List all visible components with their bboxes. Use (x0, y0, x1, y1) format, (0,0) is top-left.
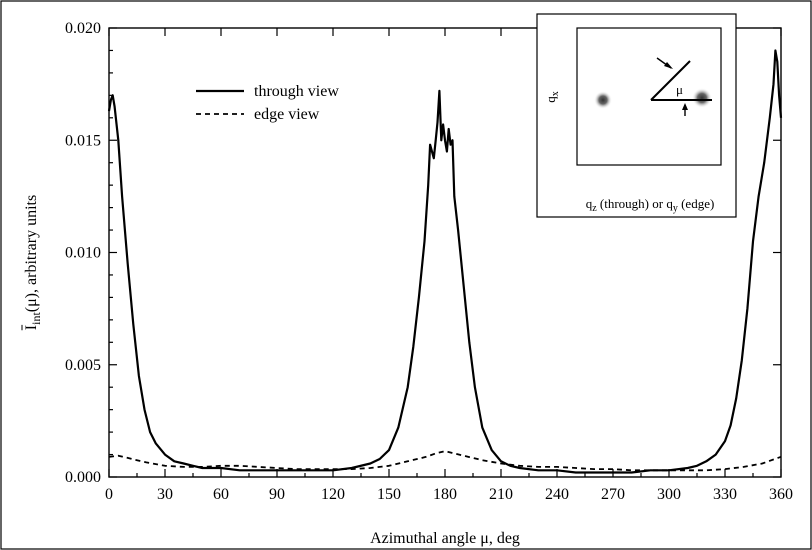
y-tick-label: 0.005 (65, 357, 101, 374)
x-tick-label: 180 (433, 486, 457, 503)
angle-arrow-head-2 (682, 103, 688, 110)
legend: through view edge view (196, 83, 339, 123)
y-tick-label: 0.015 (65, 132, 101, 149)
angle-ray (650, 60, 691, 101)
x-tick-label: 120 (321, 486, 345, 503)
inset-pattern-box (576, 27, 722, 166)
y-tick-label: 0.020 (65, 20, 101, 37)
angle-arrow-head-1 (664, 62, 673, 69)
inset-frame (536, 13, 737, 218)
legend-label-through-view: through view (254, 83, 339, 100)
x-tick-label: 60 (213, 486, 229, 503)
inset-x-label-q1: q (586, 196, 593, 211)
x-tick-label: 240 (545, 486, 569, 503)
y-axis-title-sub: int (29, 312, 43, 325)
scattering-spot-right (692, 88, 712, 108)
y-axis-title-main: I (23, 325, 40, 330)
y-axis-title: Iint(μ), arbitrary units (23, 195, 43, 330)
series-line-edge-view (108, 450, 782, 472)
series-line-through-view (107, 49, 783, 474)
inset-x-label: qz (through) or qy (edge) (586, 196, 715, 214)
x-tick-label: 90 (269, 486, 285, 503)
inset-x-label-sub2: y (673, 203, 678, 214)
x-tick-label: 210 (489, 486, 513, 503)
x-tick-label: 0 (105, 486, 113, 503)
y-axis-title-args: (μ), arbitrary units (23, 195, 40, 312)
angle-label: μ (676, 82, 683, 97)
y-axis: 0.000 0.005 0.010 0.015 0.020 (65, 20, 781, 486)
inset-y-label-main: q (543, 96, 558, 103)
inset-x-label-end: (edge) (678, 196, 714, 211)
inset-y-label: qx (543, 91, 561, 103)
inset-y-label-sub: x (550, 91, 561, 96)
x-tick-label: 150 (377, 486, 401, 503)
x-tick-label: 300 (657, 486, 681, 503)
scattering-spot-left (594, 91, 612, 109)
y-tick-label: 0.010 (65, 245, 101, 262)
y-tick-label: 0.000 (65, 469, 101, 486)
x-tick-label: 330 (713, 486, 737, 503)
series-layer (107, 49, 783, 474)
x-axis: 0 30 60 90 120 150 180 210 240 270 300 330 360 (105, 28, 793, 503)
x-tick-label: 30 (157, 486, 173, 503)
inset-x-label-mid: (through) or q (597, 196, 674, 211)
legend-label-edge-view: edge view (254, 106, 320, 123)
x-axis-title: Azimuthal angle μ, deg (370, 530, 520, 547)
x-tick-label: 270 (601, 486, 625, 503)
x-tick-label: 360 (769, 486, 793, 503)
inset: μ qx qz (through) or qy (edge) (536, 13, 737, 218)
inset-x-label-sub1: z (592, 203, 597, 214)
